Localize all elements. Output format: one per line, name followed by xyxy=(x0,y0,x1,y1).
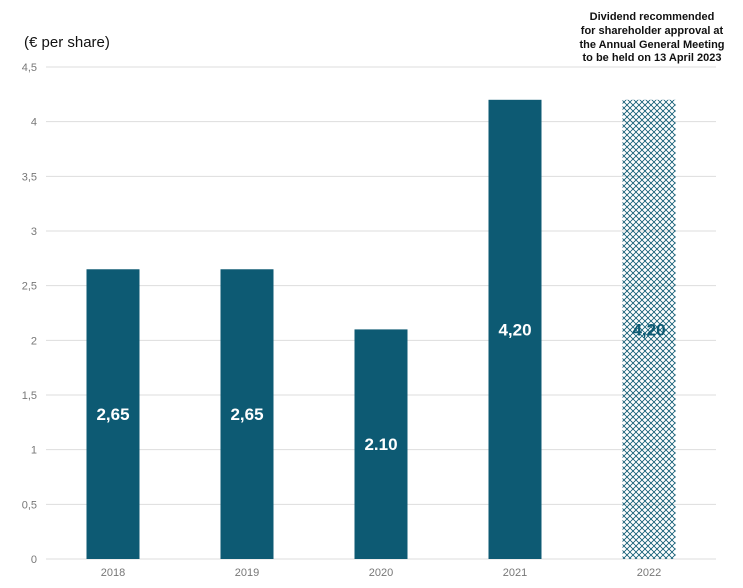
y-tick-label: 2,5 xyxy=(22,281,37,293)
unit-label: (€ per share) xyxy=(24,34,110,51)
bar-value-label: 2,65 xyxy=(230,405,263,424)
bar-value-label: 4,20 xyxy=(498,320,531,339)
bar xyxy=(622,99,676,560)
bars-layer: 2,65 2018 2,65 2019 2.10 2020 4,20 2021 4,20 2022 xyxy=(86,99,676,579)
x-tick-label: 2019 xyxy=(235,567,259,579)
y-tick-label: 4,5 xyxy=(22,62,37,74)
bar xyxy=(354,329,408,559)
grid-layer: 0 0,5 1 1,5 2 2,5 3 3,5 4 4,5 xyxy=(22,62,716,566)
annotation: Dividend recommended for shareholder app… xyxy=(579,11,724,64)
x-tick-label: 2018 xyxy=(101,567,125,579)
bar-value-label: 4,20 xyxy=(632,320,665,339)
y-tick-label: 2 xyxy=(31,335,37,347)
annotation-line-3: the Annual General Meeting xyxy=(579,39,724,51)
y-tick-label: 0 xyxy=(31,554,37,566)
y-tick-label: 3 xyxy=(31,226,37,238)
bar xyxy=(86,269,140,559)
annotation-line-1: Dividend recommended xyxy=(590,11,715,23)
x-tick-label: 2022 xyxy=(637,567,661,579)
y-tick-label: 1,5 xyxy=(22,390,37,402)
x-tick-label: 2020 xyxy=(369,567,393,579)
x-tick-label: 2021 xyxy=(503,567,527,579)
bar xyxy=(220,269,274,559)
bar-value-label: 2,65 xyxy=(96,405,129,424)
y-tick-label: 0,5 xyxy=(22,499,37,511)
annotation-line-2: for shareholder approval at xyxy=(581,25,724,37)
y-tick-label: 4 xyxy=(31,117,37,129)
annotation-line-4: to be held on 13 April 2023 xyxy=(583,52,722,64)
y-tick-label: 1 xyxy=(31,445,37,457)
y-tick-label: 3,5 xyxy=(22,171,37,183)
bar-value-label: 2.10 xyxy=(364,435,397,454)
bar xyxy=(488,99,542,560)
